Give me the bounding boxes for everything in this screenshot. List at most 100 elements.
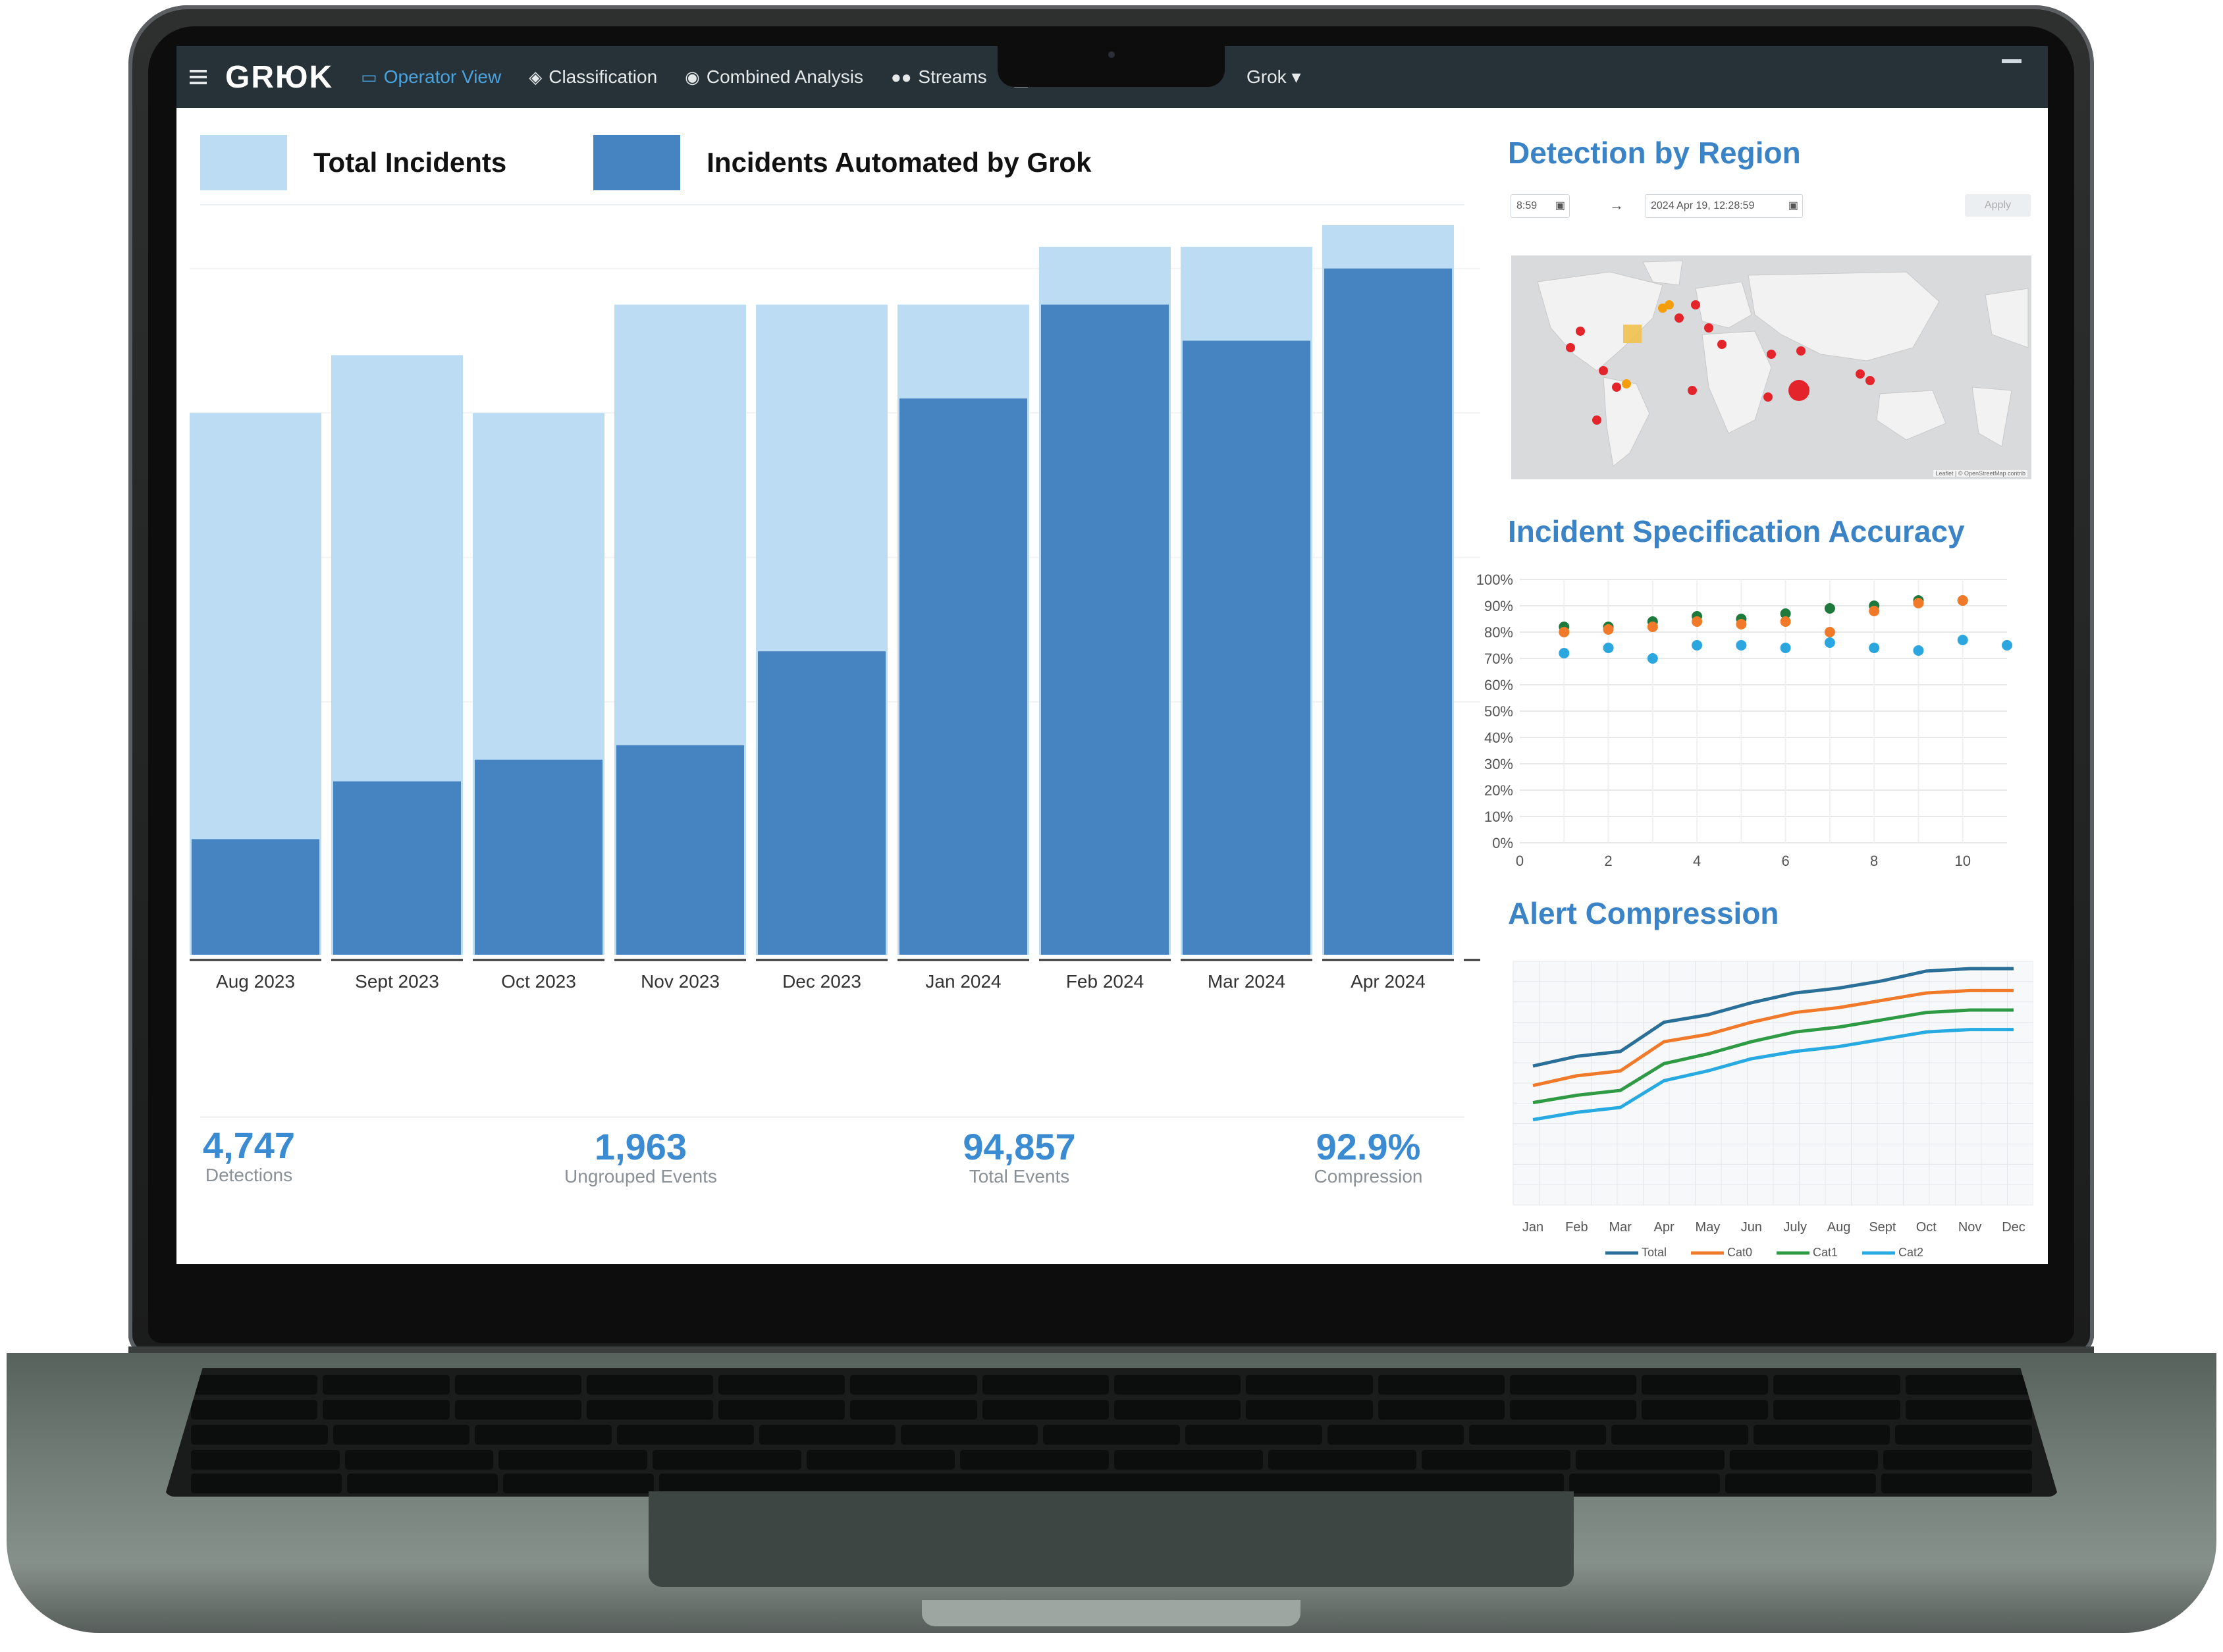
map-marker xyxy=(1576,327,1585,336)
map-marker xyxy=(1865,376,1875,385)
y-tick-label: 70% xyxy=(1484,651,1513,667)
keyboard xyxy=(165,1368,2058,1497)
x-tick-label: 8 xyxy=(1870,853,1878,869)
x-tick-label: Aug 2023 xyxy=(216,971,295,992)
key-row xyxy=(165,1425,2058,1445)
map-marker-large xyxy=(1788,380,1809,401)
legend-item-total[interactable]: Total Incidents xyxy=(200,135,506,190)
bar-automated xyxy=(333,781,461,955)
south-america-east xyxy=(1971,386,2012,447)
region-title: Detection by Region xyxy=(1508,136,1801,170)
map-marker xyxy=(1658,304,1667,313)
map-marker xyxy=(1674,313,1684,323)
y-tick-label: 50% xyxy=(1484,703,1513,720)
x-tick-label: 6 xyxy=(1782,853,1790,869)
accuracy-scatter-chart: 100% 90% 80% 70% 60% 50% 40% 30% 20% 10% 0%0 2 4 6 8 10 xyxy=(1476,573,2012,869)
map-marker xyxy=(1704,323,1713,333)
nav-operator-view[interactable]: ▭ Operator View xyxy=(361,67,501,88)
calendar-icon: ▣ xyxy=(1555,200,1565,211)
x-tick-label: Sept 2023 xyxy=(355,971,439,992)
alert-compression-chart: Jan Feb Mar Apr May Jun July Aug Sept Oct Nov Dec To… xyxy=(1513,961,2033,1258)
x-tick-label: 10 xyxy=(1954,853,1970,869)
y-tick-label: 80% xyxy=(1484,624,1513,641)
accuracy-title: Incident Specification Accuracy xyxy=(1508,514,1965,548)
scatter-point xyxy=(1780,616,1791,627)
series-line xyxy=(1532,988,2014,1088)
user-dropdown[interactable]: Grok ▾ xyxy=(1246,66,1301,88)
map-marker xyxy=(1688,386,1697,395)
x-tick-label: Sept xyxy=(1869,1220,1896,1235)
stat-label: Compression xyxy=(1314,1166,1423,1186)
legend-item-automated[interactable]: Incidents Automated by Grok xyxy=(593,135,1091,190)
y-tick-label: 60% xyxy=(1484,677,1513,693)
screen: GRЮK ▭ Operator View ◈ Classification ◉ … xyxy=(176,46,2048,1264)
y-tick-label: 40% xyxy=(1484,730,1513,746)
key-row xyxy=(165,1375,2058,1395)
world-map[interactable]: Leaflet | © OpenStreetMap contrib xyxy=(1511,255,2031,479)
stat-value: 4,747 xyxy=(202,1125,296,1166)
apply-button[interactable]: Apply xyxy=(1965,194,2031,217)
x-tick-label: Feb 2024 xyxy=(1066,971,1144,992)
scatter-point xyxy=(2002,640,2012,651)
bar-automated xyxy=(192,839,319,955)
scatter-point xyxy=(1869,643,1880,653)
scatter-point xyxy=(1736,619,1747,629)
start-date-value: 8:59 xyxy=(1516,200,1538,211)
legend-label: Cat0 xyxy=(1727,1246,1752,1258)
scatter-point xyxy=(1869,606,1880,616)
map-marker xyxy=(1796,346,1806,356)
map-marker xyxy=(1599,366,1608,375)
map-attribution[interactable]: Leaflet | © OpenStreetMap contrib xyxy=(1933,470,2027,477)
incidents-bar-chart: Aug 2023 Sept 2023 Oct 2023 Nov 2023 Dec 202… xyxy=(190,225,1480,992)
hamburger-menu-icon[interactable] xyxy=(190,67,207,88)
x-tick-label: Aug xyxy=(1827,1220,1851,1235)
legend-swatch-total xyxy=(200,135,287,190)
scatter-point xyxy=(1824,637,1835,648)
south-america xyxy=(1603,377,1650,467)
x-tick-label: Apr xyxy=(1654,1220,1674,1235)
africa xyxy=(1701,331,1772,434)
scatter-point xyxy=(1559,627,1570,637)
trackpad[interactable] xyxy=(649,1491,1574,1587)
x-tick-label: 4 xyxy=(1693,853,1701,869)
legend-label: Total xyxy=(1642,1246,1667,1258)
x-tick-label: 0 xyxy=(1516,853,1524,869)
map-marker xyxy=(1691,300,1700,309)
key-row xyxy=(165,1474,2058,1493)
date-range: 8:59 ▣ → 2024 Apr 19, 12:28:59 ▣ Apply xyxy=(1511,194,2031,218)
x-tick-label: Dec xyxy=(2002,1220,2025,1235)
scatter-point xyxy=(1957,595,1968,606)
scatter-point xyxy=(1603,624,1614,635)
main-chart-legend: Total Incidents Incidents Automated by G… xyxy=(200,135,1091,190)
x-tick-label: Apr 2024 xyxy=(1351,971,1426,992)
north-america-east xyxy=(1985,288,2029,348)
divider xyxy=(200,1116,1464,1118)
scatter-point xyxy=(1824,627,1835,637)
end-date-input[interactable]: 2024 Apr 19, 12:28:59 ▣ xyxy=(1645,194,1803,218)
north-america xyxy=(1537,271,1663,371)
y-tick-label: 100% xyxy=(1476,573,1513,588)
nav-streams[interactable]: ●● Streams xyxy=(891,67,987,88)
x-tick-label: Jan 2024 xyxy=(925,971,1001,992)
asia xyxy=(1748,271,1940,361)
key-row xyxy=(165,1400,2058,1420)
europe xyxy=(1695,281,1752,329)
divider xyxy=(200,204,1464,205)
bar-automated xyxy=(1041,304,1169,955)
x-tick-label: Nov 2023 xyxy=(641,971,720,992)
scatter-point xyxy=(1559,648,1570,658)
start-date-input[interactable]: 8:59 ▣ xyxy=(1511,194,1570,218)
scatter-point xyxy=(1913,598,1924,608)
grok-logo[interactable]: GRЮK xyxy=(225,59,334,95)
legend-label: Cat1 xyxy=(1813,1246,1838,1258)
map-marker xyxy=(1612,383,1621,392)
nav-classification[interactable]: ◈ Classification xyxy=(529,67,657,88)
map-markers xyxy=(1566,300,1875,425)
nav-combined-analysis[interactable]: ◉ Combined Analysis xyxy=(685,67,863,88)
eye-icon: ◉ xyxy=(685,67,700,87)
tag-icon: ◈ xyxy=(529,67,543,87)
x-tick-label: Jun xyxy=(1741,1220,1762,1235)
stat-total-events: 94,857 Total Events xyxy=(927,1127,1112,1186)
lid-opening-notch xyxy=(922,1600,1300,1626)
map-marker-cluster xyxy=(1623,325,1642,343)
